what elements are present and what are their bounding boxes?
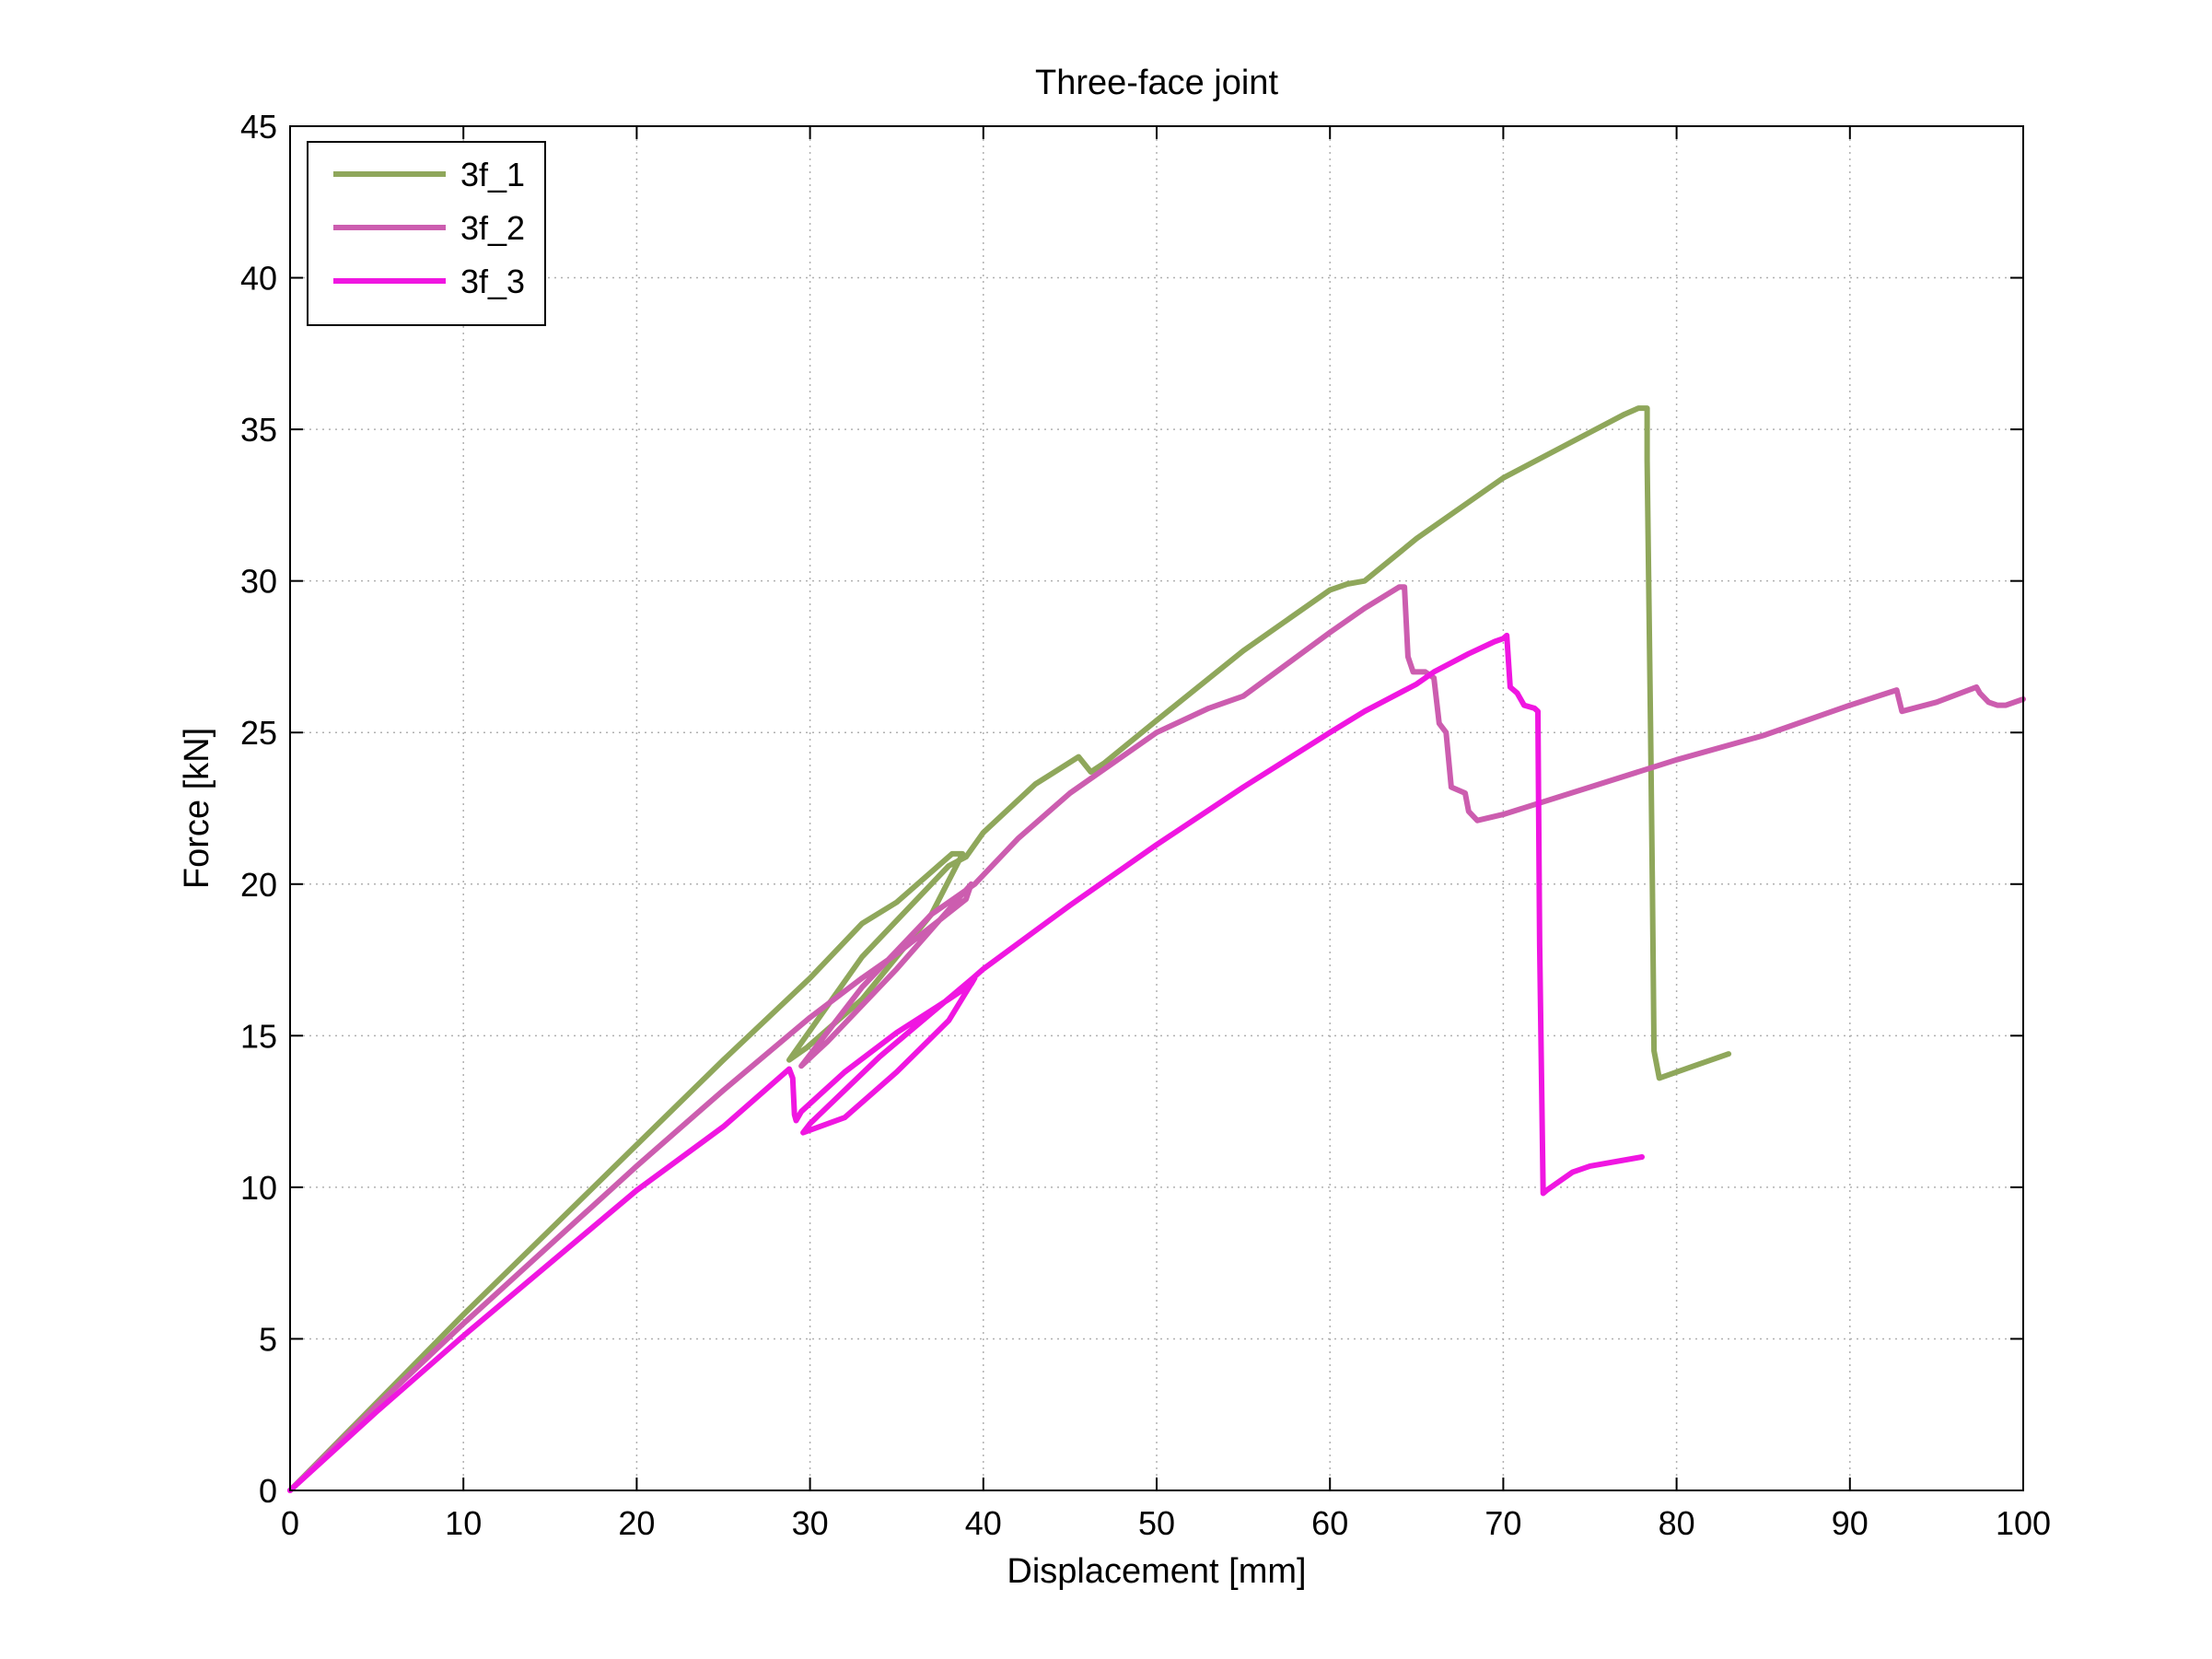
legend-label: 3f_2 [460,209,525,247]
series-line-3f-1 [287,405,1732,1493]
y-axis-label: Force [kN] [178,728,216,889]
series-group [287,405,2026,1493]
x-tick-label: 90 [1832,1504,1869,1542]
y-tick-label: 25 [240,714,277,752]
x-tick-label: 70 [1484,1504,1521,1542]
legend-label: 3f_3 [460,263,525,300]
x-tick-label: 20 [618,1504,655,1542]
y-tick-label: 35 [240,411,277,449]
y-tick-label: 0 [259,1472,277,1510]
x-tick-label: 10 [445,1504,482,1542]
x-tick-label: 60 [1311,1504,1348,1542]
y-tick-label: 40 [240,260,277,298]
series-line-3f-3 [287,632,1645,1493]
grid [290,126,2023,1490]
x-tick-label: 30 [792,1504,829,1542]
y-tick-label: 15 [240,1017,277,1055]
x-tick-label: 40 [965,1504,1002,1542]
y-tick-label: 30 [240,563,277,601]
legend: 3f_1 3f_2 3f_3 [307,141,546,326]
x-tick-label: 100 [1996,1504,2051,1542]
chart-title: Three-face joint [1035,64,1278,102]
x-tick-label: 50 [1138,1504,1175,1542]
y-tick-label: 5 [259,1320,277,1358]
legend-label: 3f_1 [460,156,525,193]
series-line-3f-2 [287,584,2026,1493]
x-tick-label: 80 [1659,1504,1695,1542]
x-axis-label: Displacement [mm] [1007,1552,1306,1591]
y-tick-label: 10 [240,1169,277,1207]
y-tick-label: 45 [240,108,277,146]
y-tick-label: 20 [240,866,277,904]
x-tick-label: 0 [281,1504,299,1542]
axis-ticks: 0 10 20 30 40 50 60 70 80 90 100 0 5 10 15 20 25 30 35 40 45 [240,108,2051,1542]
